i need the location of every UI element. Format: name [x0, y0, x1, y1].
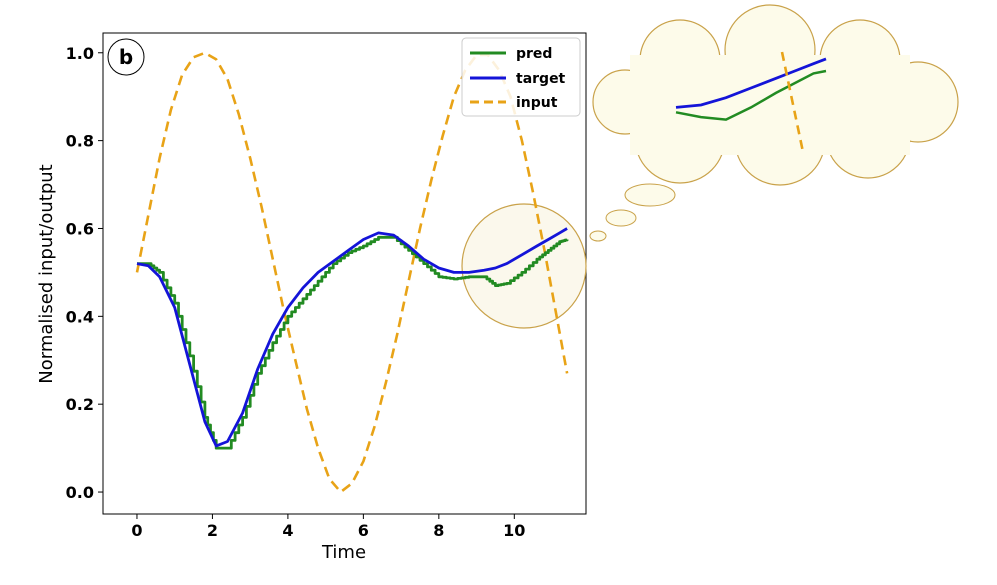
series-line-target	[136, 227, 568, 448]
thought-bubble-small	[589, 230, 607, 242]
x-tick-label: 10	[503, 521, 525, 540]
panel-label: b	[119, 45, 133, 69]
x-tick-label: 0	[131, 521, 142, 540]
x-tick-label: 2	[207, 521, 218, 540]
y-tick-label: 0.0	[66, 483, 94, 502]
legend-label-input: input	[516, 95, 558, 111]
x-tick-label: 4	[282, 521, 293, 540]
thought-bubble-medium	[605, 209, 637, 227]
panel-label-circle	[107, 38, 145, 76]
y-tick-label: 1.0	[66, 44, 94, 63]
zoom-cloud	[592, 4, 959, 186]
y-axis-label: Normalised input/output	[36, 164, 57, 383]
y-tick-label: 0.8	[66, 132, 94, 151]
x-tick-label: 8	[433, 521, 444, 540]
inset-target-line	[675, 57, 827, 109]
legend-label-target: target	[516, 71, 566, 87]
legend: pred target input	[461, 37, 581, 117]
legend-box	[461, 37, 581, 117]
inset-pred-line	[675, 69, 827, 121]
y-tick-label: 0.2	[66, 395, 94, 414]
x-tick-label: 6	[358, 521, 369, 540]
inset-input-line	[780, 51, 805, 153]
zoom-circle	[461, 203, 587, 329]
series-line-pred	[137, 235, 569, 450]
y-tick-label: 0.4	[66, 307, 94, 326]
x-axis-label: Time	[321, 542, 366, 563]
y-tick-label: 0.6	[66, 219, 94, 238]
legend-label-pred: pred	[516, 46, 552, 62]
thought-bubble-large	[624, 183, 676, 207]
